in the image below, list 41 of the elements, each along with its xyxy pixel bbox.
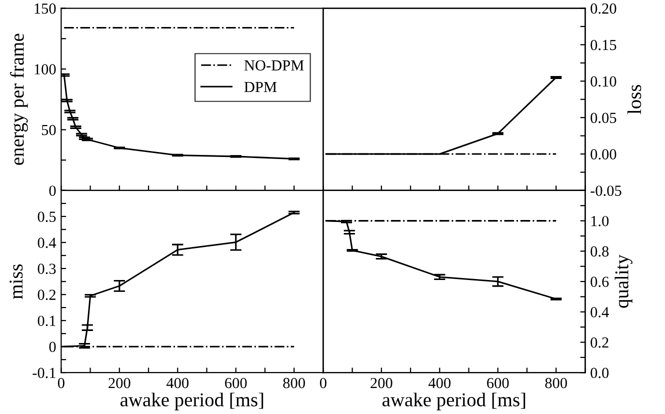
y2-tick-label: 0.2 [590,337,608,348]
y2-tick-label: 0.0 [590,368,609,378]
y-tick-label: 0.4 [38,238,56,248]
y2-tick-label: -0.05 [590,186,622,196]
y2-tick-label: 0.4 [590,307,609,318]
y2-axis-title: quality [614,254,632,308]
y-tick-label: 0.1 [38,316,56,326]
x-tick-label: 0 [320,378,326,388]
x-tick-label: 800 [545,378,567,388]
x-tick-label: 600 [225,378,247,388]
x-axis-title: awake period [ms] [382,392,526,410]
y-tick-label: 0.3 [38,264,56,274]
x-axis-title: awake period [ms] [120,392,264,410]
y-tick-label: 50 [42,124,56,136]
y-tick-label: 0 [49,342,56,352]
y2-axis-title: loss [627,84,642,114]
y-axis-title: energy per frame [10,34,28,165]
y2-tick-label: 0.10 [590,76,616,87]
x-tick-label: 600 [487,378,509,388]
y-tick-label: 150 [34,3,56,14]
y2-tick-label: 0.6 [590,276,609,288]
y-tick-label: 0.2 [38,290,56,300]
x-tick-label: 400 [428,378,451,388]
x-tick-label: 800 [283,378,305,388]
x-tick-label: 200 [370,378,392,388]
legend-label: NO-DPM [244,60,304,71]
y2-tick-label: 0.8 [590,246,609,257]
y-tick-label: 100 [34,64,56,74]
y-axis-title: miss [10,264,23,299]
x-tick-label: 400 [166,378,189,388]
y2-tick-label: 1.0 [591,216,609,226]
x-tick-label: 0 [58,378,64,388]
x-tick-label: 200 [108,378,130,388]
legend-label: DPM [244,82,277,92]
y-tick-label: 0.5 [38,212,56,222]
y2-tick-label: 0.15 [590,40,616,50]
y2-tick-label: 0.05 [590,112,616,124]
y2-tick-label: 0.00 [590,149,616,160]
y-tick-label: -0.1 [32,368,56,378]
y-tick-label: 0 [49,186,56,196]
y2-tick-label: 0.20 [590,3,616,14]
